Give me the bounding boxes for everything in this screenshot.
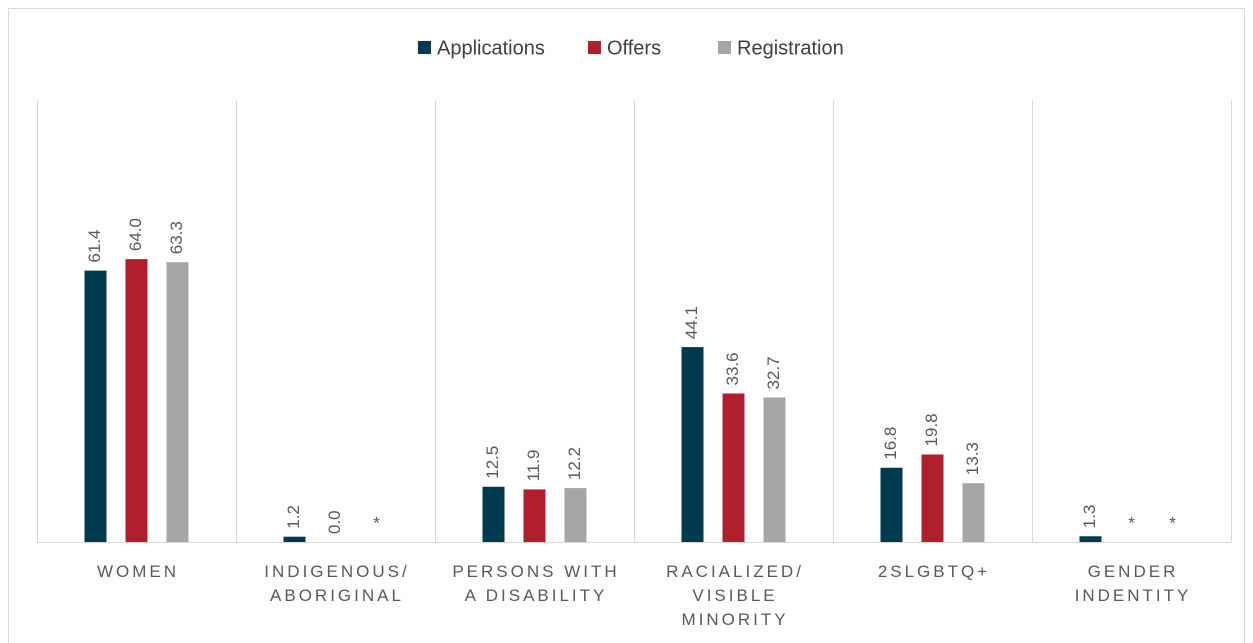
x-tick-label: INDIGENOUS/ ABORIGINAL [264, 562, 410, 605]
bar [125, 259, 148, 542]
value-label: 44.1 [682, 306, 701, 339]
legend-swatch [588, 41, 601, 54]
value-label: 11.9 [524, 450, 543, 482]
value-label: 13.3 [963, 442, 982, 475]
value-label: * [1169, 513, 1176, 532]
value-label: 1.2 [284, 505, 303, 529]
value-label: 1.3 [1080, 505, 1099, 529]
value-label: 12.5 [483, 446, 502, 479]
legend-label: Applications [437, 37, 545, 59]
x-tick-label: WOMEN [96, 562, 180, 581]
bar [681, 347, 704, 542]
bar [722, 393, 745, 542]
x-tick-label: RACIALIZED/ VISIBLE MINORITY [666, 562, 804, 629]
bar [1079, 536, 1102, 542]
bar [921, 454, 944, 542]
value-label: 61.4 [85, 230, 104, 263]
value-label: 64.0 [126, 218, 145, 251]
legend-label: Offers [607, 37, 661, 59]
value-label: * [1128, 513, 1135, 532]
value-label: 19.8 [922, 413, 941, 446]
bar [482, 486, 505, 542]
bar [283, 536, 306, 542]
bar [166, 262, 189, 542]
bar [84, 270, 107, 542]
bar [962, 483, 985, 542]
value-label: 0.0 [325, 510, 344, 534]
x-tick-label: PERSONS WITH A DISABILITY [452, 562, 620, 605]
legend-label: Registration [737, 37, 844, 59]
chart-border [8, 8, 1245, 643]
value-label: * [373, 513, 380, 532]
value-label: 16.8 [881, 427, 900, 460]
x-tick-label: 2SLGBTQ+ [877, 562, 991, 581]
x-tick-label: GENDER INDENTITY [1074, 562, 1192, 605]
bar [763, 397, 786, 542]
bar [564, 488, 587, 542]
bar [880, 467, 903, 542]
bar [523, 489, 546, 542]
legend-swatch [418, 41, 431, 54]
value-label: 12.2 [565, 447, 584, 480]
value-label: 33.6 [723, 352, 742, 385]
value-label: 32.7 [764, 356, 783, 389]
value-label: 63.3 [167, 221, 186, 254]
legend-swatch [718, 41, 731, 54]
